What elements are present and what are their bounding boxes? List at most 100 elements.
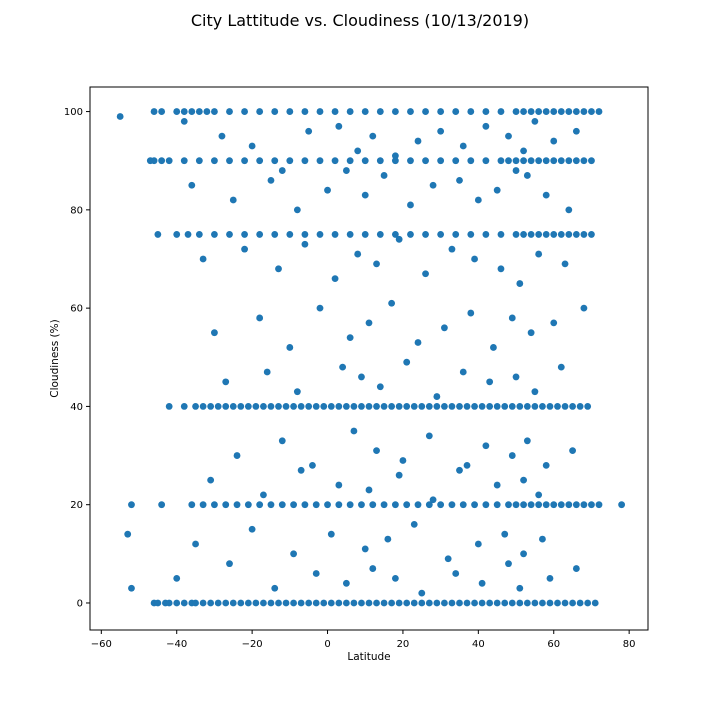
data-point [407,201,414,209]
data-point [422,270,429,278]
data-point [339,363,347,371]
data-point [358,501,365,509]
data-point [433,393,441,400]
data-point [316,231,324,238]
data-point [180,157,188,165]
data-point [316,108,324,115]
data-point [128,584,135,592]
data-point [346,231,354,238]
data-point [497,157,505,165]
data-point [539,599,546,607]
y-tick-label: 100 [64,107,83,118]
data-point [569,447,576,455]
data-point [531,118,539,125]
data-points [116,108,626,607]
data-point [444,555,452,563]
data-point [395,599,403,607]
chart-title: City Lattitude vs. Cloudiness (10/13/201… [191,11,529,30]
data-point [222,599,230,607]
data-point [441,403,448,410]
data-point [244,501,252,509]
data-point [576,599,584,607]
data-point [391,231,399,238]
data-point [459,368,467,376]
data-point [478,403,486,410]
data-point [474,540,482,548]
data-point [218,132,226,140]
data-point [188,501,196,509]
data-point [165,403,173,410]
data-point [448,403,456,410]
data-point [384,535,392,543]
y-tick-label: 80 [70,205,83,216]
data-point [471,501,478,509]
data-point [154,599,162,607]
data-point [546,599,554,607]
data-point [369,501,377,509]
data-point [535,231,543,238]
data-point [342,167,350,174]
data-point [358,373,365,381]
data-point [346,334,354,342]
data-point [505,501,512,509]
data-point [267,501,275,509]
data-point [512,108,520,115]
data-point [572,108,580,115]
data-point [267,176,275,184]
data-point [542,157,550,165]
data-point [203,108,211,115]
data-point [433,599,441,607]
data-point [497,265,505,273]
data-point [572,157,580,165]
data-point [456,599,463,607]
data-point [346,157,354,165]
data-point [293,388,301,396]
data-point [508,403,516,410]
data-point [301,108,309,115]
data-point [569,599,576,607]
data-point [297,599,305,607]
data-point [214,599,222,607]
data-point [278,437,286,445]
data-point [297,466,305,474]
data-point [452,157,460,165]
data-point [618,501,626,509]
data-point [248,525,256,533]
data-point [263,368,271,376]
data-point [267,599,275,607]
data-point [271,584,279,592]
data-point [497,231,505,238]
y-axis-label: Cloudiness (%) [49,319,61,397]
data-point [486,599,494,607]
data-point [361,545,369,553]
data-point [456,403,463,410]
data-point [233,452,241,459]
data-point [395,471,403,479]
data-point [271,231,279,238]
data-point [565,108,573,115]
data-point [456,466,463,474]
data-point [324,186,331,194]
data-point [124,530,132,538]
data-point [523,437,531,445]
data-point [576,403,584,410]
data-point [301,240,309,248]
y-tick-label: 60 [70,304,83,315]
data-point [309,461,316,469]
data-point [550,157,558,165]
data-point [588,501,595,509]
data-point [437,108,445,115]
data-point [486,378,494,386]
data-point [493,186,501,194]
data-point [180,118,188,125]
data-point [199,501,207,509]
data-point [226,108,233,115]
data-point [173,599,181,607]
x-tick-label: −20 [242,639,263,650]
data-point [275,403,282,410]
data-point [527,231,535,238]
plot-area-frame [89,86,649,631]
data-point [557,501,565,509]
data-point [554,599,561,607]
data-point [282,599,290,607]
